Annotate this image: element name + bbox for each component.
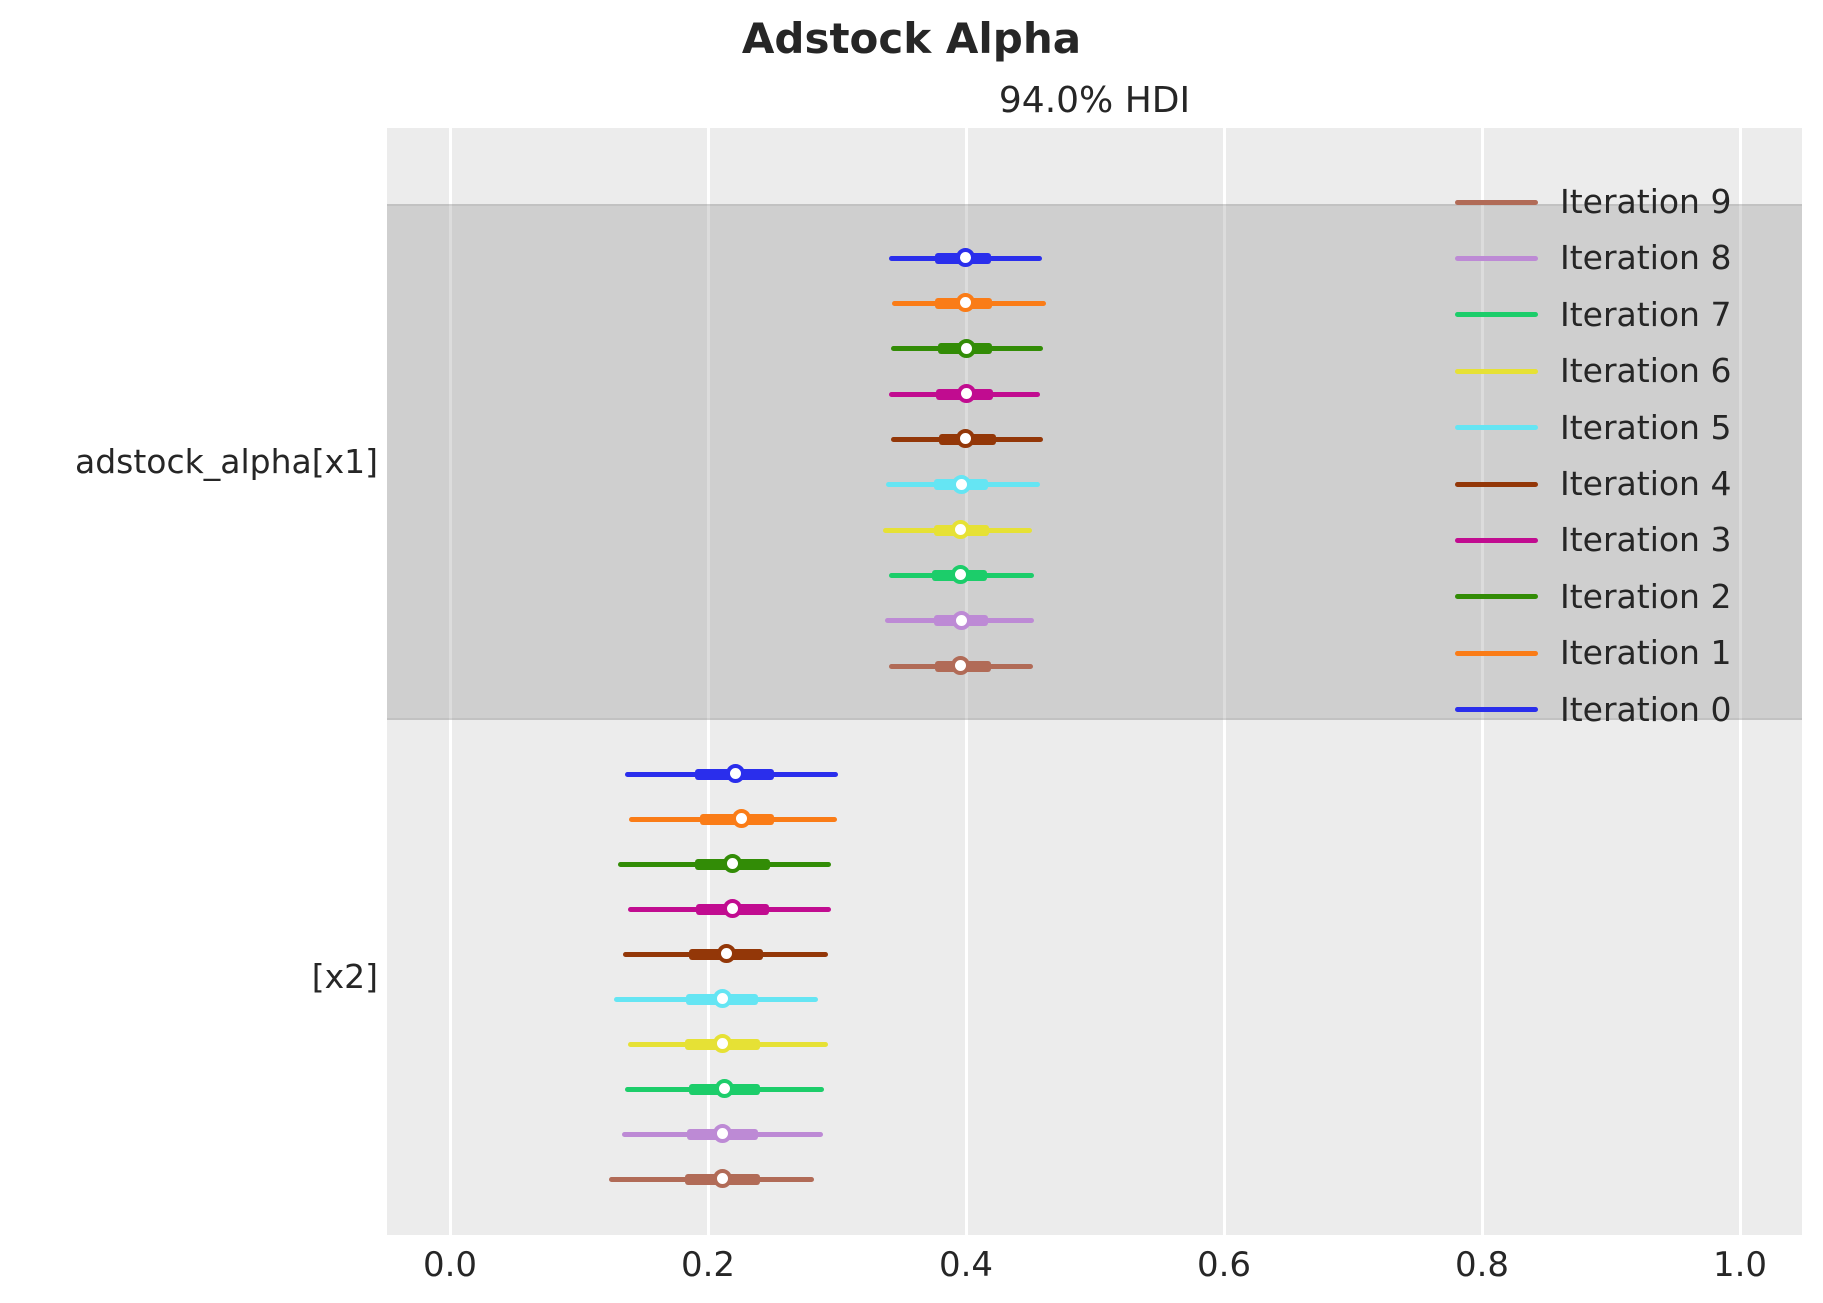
grid-line bbox=[1480, 128, 1484, 1235]
x-tick-label: 0.6 bbox=[1196, 1245, 1252, 1285]
median-marker bbox=[717, 944, 737, 963]
median-marker bbox=[713, 989, 733, 1008]
median-marker bbox=[950, 656, 970, 675]
y-axis-label: [x2] bbox=[311, 957, 378, 996]
median-marker bbox=[956, 293, 975, 313]
median-marker bbox=[952, 610, 972, 630]
x-tick-label: 0.2 bbox=[680, 1245, 736, 1285]
x-tick-label: 0.8 bbox=[1454, 1245, 1510, 1285]
median-marker bbox=[950, 520, 970, 539]
median-marker bbox=[714, 1079, 734, 1098]
grid-line bbox=[1738, 128, 1742, 1235]
median-marker bbox=[713, 1169, 733, 1188]
x-tick-label: 1.0 bbox=[1712, 1245, 1768, 1285]
median-marker bbox=[726, 764, 746, 783]
median-marker bbox=[731, 809, 751, 828]
x-tick-label: 0.4 bbox=[938, 1245, 994, 1285]
median-marker bbox=[713, 1124, 733, 1143]
y-axis-label: adstock_alpha[x1] bbox=[75, 442, 378, 481]
chart-title: Adstock Alpha bbox=[741, 14, 1082, 63]
median-marker bbox=[957, 338, 977, 358]
median-marker bbox=[722, 899, 742, 918]
grid-line bbox=[448, 128, 452, 1235]
shaded-band bbox=[387, 204, 1802, 720]
plot-area: Iteration 9 Iteration 8 Iteration 7 Iterati… bbox=[387, 128, 1802, 1235]
chart-subtitle: 94.0% HDI bbox=[998, 80, 1191, 121]
median-marker bbox=[950, 565, 970, 585]
median-marker bbox=[952, 474, 972, 494]
grid-line bbox=[1222, 128, 1226, 1235]
median-marker bbox=[957, 384, 977, 403]
median-marker bbox=[722, 854, 742, 873]
x-tick-label: 0.0 bbox=[422, 1245, 478, 1285]
median-marker bbox=[713, 1034, 733, 1053]
grid-line bbox=[706, 128, 710, 1235]
grid-line bbox=[964, 128, 968, 1235]
median-marker bbox=[956, 248, 975, 267]
median-marker bbox=[956, 429, 975, 449]
